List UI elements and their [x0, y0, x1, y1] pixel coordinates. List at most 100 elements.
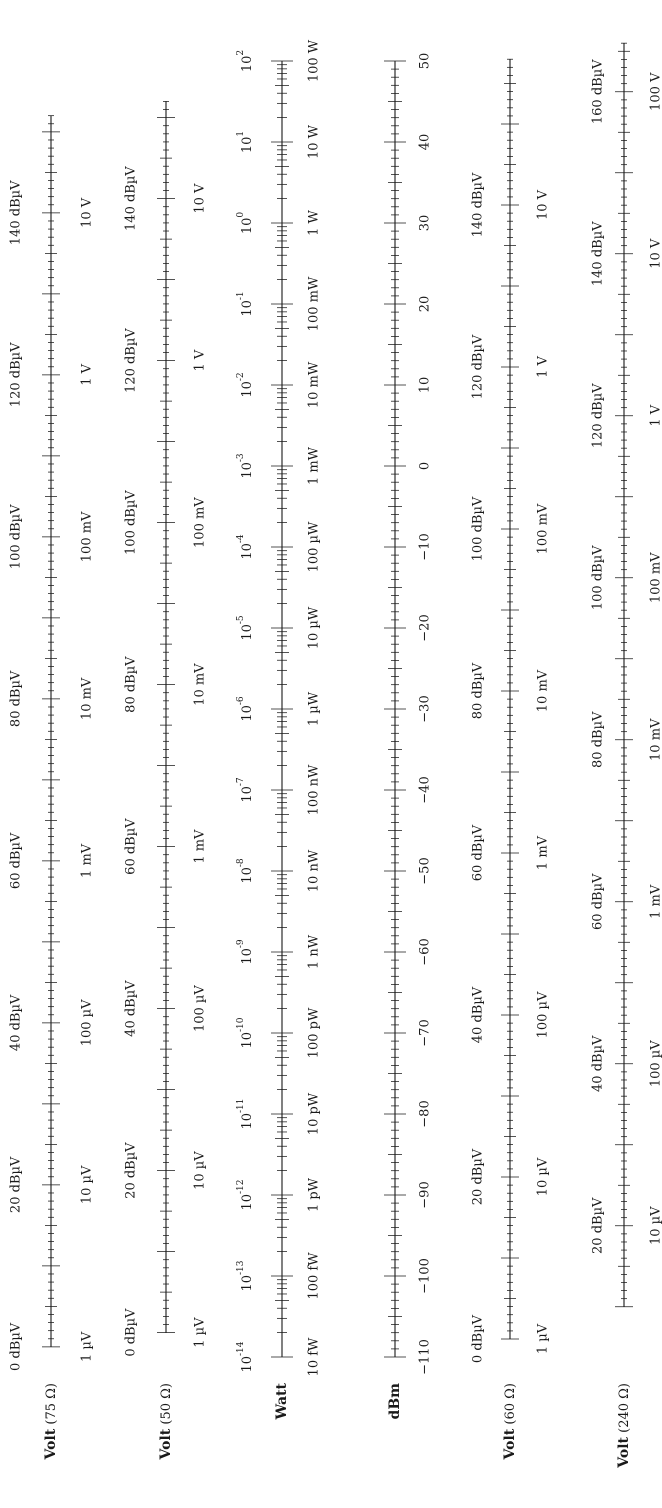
power-unit-label: 10 W — [307, 124, 322, 159]
dbuv-tick-label: 140 dBµV — [471, 172, 486, 237]
volt-tick-label: 1 V — [193, 349, 208, 371]
dbuv-tick-label: 160 dBµV — [591, 59, 606, 124]
volt-tick-label: 100 mV — [80, 511, 95, 562]
scale-label-impedance: (75 Ω) — [44, 1383, 59, 1429]
power-exponent-label: 10-10 — [236, 1017, 255, 1048]
scale-label-bold: Volt — [43, 1428, 59, 1460]
scale-label-impedance: (240 Ω) — [617, 1383, 632, 1437]
dbuv-tick-label: 40 dBµV — [471, 986, 486, 1043]
volt-tick-label: 1 V — [80, 363, 95, 385]
volt-tick-label: 100 µV — [193, 985, 208, 1032]
dbuv-tick-label: 80 dBµV — [591, 711, 606, 768]
volt-tick-label: 10 µV — [536, 1157, 551, 1196]
power-exponent-label: 10-2 — [236, 372, 255, 397]
dbm-tick-label: 0 — [418, 462, 433, 470]
dbuv-tick-label: 0 dBµV — [124, 1308, 139, 1357]
power-unit-label: 10 fW — [307, 1337, 322, 1376]
power-exponent: -11 — [236, 1098, 246, 1113]
power-exponent: -10 — [236, 1017, 246, 1032]
volt-tick-label: 1 V — [649, 404, 662, 426]
volt-tick-label: 10 V — [80, 197, 95, 228]
scale-label: Watt — [274, 1382, 290, 1420]
volt-tick-label: 10 µV — [649, 1206, 662, 1245]
power-exponent: -9 — [236, 939, 246, 948]
dbm-tick-label: 50 — [418, 53, 433, 70]
dbm-tick-label: −10 — [418, 533, 433, 560]
power-exponent: -2 — [236, 372, 246, 381]
power-exponent-label: 102 — [236, 50, 255, 72]
dbuv-tick-label: 120 dBµV — [471, 334, 486, 399]
power-exponent-label: 10-1 — [236, 291, 255, 316]
volt-tick-label: 10 mV — [80, 677, 95, 720]
power-exponent-label: 10-4 — [236, 534, 255, 560]
power-exponent-label: 101 — [236, 131, 255, 153]
dbuv-tick-label: 20 dBµV — [591, 1197, 606, 1254]
power-exponent-label: 10-13 — [236, 1260, 255, 1291]
volt-tick-label: 1 mV — [649, 884, 662, 919]
power-exponent: -7 — [236, 777, 246, 786]
scale-label-bold: Volt — [616, 1436, 632, 1468]
dbuv-tick-label: 80 dBµV — [124, 656, 139, 713]
power-base: 10 — [240, 381, 255, 398]
power-unit-label: 10 mW — [307, 361, 322, 408]
power-exponent: -5 — [236, 615, 246, 624]
volt-tick-label: 1 mV — [536, 835, 551, 870]
volt-tick-label: 10 mV — [649, 718, 662, 761]
scale-label: Volt (60 Ω) — [502, 1383, 518, 1460]
volt-tick-label: 100 µV — [80, 999, 95, 1046]
power-unit-label: 1 nW — [307, 934, 322, 969]
power-exponent: -14 — [236, 1341, 246, 1356]
dbm-tick-label: −80 — [418, 1100, 433, 1127]
dbuv-tick-label: 140 dBµV — [591, 221, 606, 286]
dbuv-tick-label: 80 dBµV — [471, 662, 486, 719]
dbm-tick-label: −40 — [418, 776, 433, 803]
dbuv-tick-label: 140 dBµV — [124, 166, 139, 231]
power-exponent: -1 — [236, 291, 246, 300]
dbm-tick-label: 40 — [418, 134, 433, 151]
volt-tick-label: 1 µV — [193, 1317, 208, 1348]
volt-tick-label: 1 mV — [80, 843, 95, 878]
power-base: 10 — [240, 1356, 255, 1373]
power-exponent: -6 — [236, 696, 246, 705]
dbuv-tick-label: 40 dBµV — [591, 1035, 606, 1092]
dbuv-tick-label: 20 dBµV — [9, 1156, 24, 1213]
power-exponent-label: 10-14 — [236, 1341, 255, 1372]
power-exponent-label: 10-3 — [236, 453, 255, 479]
dbm-tick-label: −50 — [418, 857, 433, 884]
power-unit-label: 10 nW — [307, 849, 322, 892]
dbuv-tick-label: 60 dBµV — [124, 818, 139, 875]
power-unit-label: 10 pW — [307, 1092, 322, 1135]
power-unit-label: 10 µW — [307, 606, 322, 649]
power-exponent-label: 100 — [236, 212, 255, 235]
dbuv-tick-label: 0 dBµV — [9, 1322, 24, 1371]
volt-tick-label: 10 V — [536, 189, 551, 220]
dbm-tick-label: −70 — [418, 1019, 433, 1046]
power-exponent-label: 10-9 — [236, 939, 255, 965]
power-exponent: -12 — [236, 1179, 246, 1194]
scale-label-bold: Volt — [502, 1428, 518, 1460]
dbuv-tick-label: 20 dBµV — [124, 1142, 139, 1199]
volt-tick-label: 100 mV — [536, 503, 551, 554]
volt-tick-label: 100 µV — [649, 1040, 662, 1087]
power-exponent-label: 10-7 — [236, 777, 255, 803]
volt-tick-label: 10 µV — [193, 1151, 208, 1190]
dbm-tick-label: −100 — [418, 1258, 433, 1294]
power-base: 10 — [240, 462, 255, 479]
scale-dbm: dBm−110−100−90−80−70−60−50−40−30−20−1001… — [384, 53, 433, 1420]
power-unit-label: 1 µW — [307, 691, 322, 726]
dbuv-tick-label: 100 dBµV — [9, 504, 24, 569]
volt-tick-label: 100 V — [649, 72, 662, 111]
dbuv-tick-label: 40 dBµV — [124, 980, 139, 1037]
dbuv-tick-label: 100 dBµV — [124, 490, 139, 555]
volt-tick-label: 1 mV — [193, 829, 208, 864]
power-base: 10 — [240, 786, 255, 803]
dbuv-tick-label: 120 dBµV — [124, 328, 139, 393]
volt-tick-label: 1 V — [536, 356, 551, 378]
dbm-tick-label: −90 — [418, 1181, 433, 1208]
power-exponent-label: 10-6 — [236, 696, 255, 722]
scale-label: Volt (240 Ω) — [616, 1383, 632, 1469]
power-base: 10 — [240, 543, 255, 560]
power-base: 10 — [240, 300, 255, 317]
